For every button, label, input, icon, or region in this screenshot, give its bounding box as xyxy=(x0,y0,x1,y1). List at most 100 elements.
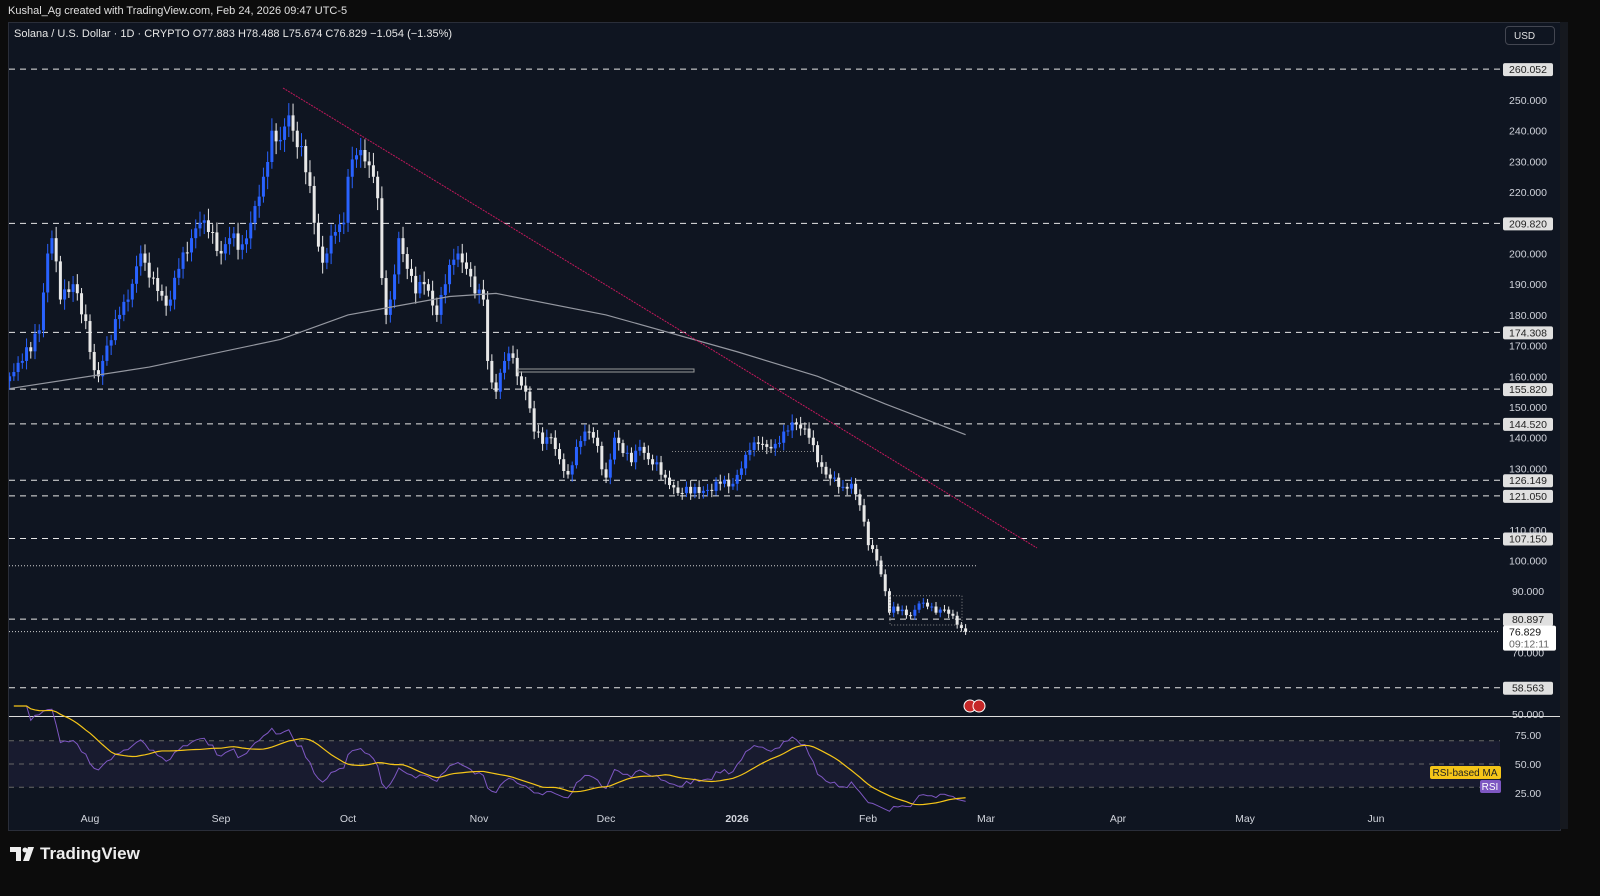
candle-body xyxy=(942,609,946,611)
candle-body xyxy=(862,505,866,522)
candle-body xyxy=(236,233,240,250)
candle-body xyxy=(608,459,612,478)
candle-body xyxy=(469,268,473,277)
level-label: 107.150 xyxy=(1509,534,1547,546)
candle-body xyxy=(240,244,244,250)
candle-body xyxy=(393,274,397,300)
candle-body xyxy=(202,220,206,223)
level-label-bg xyxy=(1503,613,1553,627)
candle-body xyxy=(651,459,655,465)
candle-body xyxy=(574,446,578,466)
candle-body xyxy=(841,486,845,488)
candle-body xyxy=(448,264,452,285)
candle-body xyxy=(147,262,151,278)
candle-body xyxy=(452,259,456,265)
candle-body xyxy=(274,130,278,142)
candle-body xyxy=(926,602,930,607)
candle-body xyxy=(168,299,172,306)
candle-body xyxy=(934,606,938,613)
candle-body xyxy=(545,437,549,444)
candle-body xyxy=(54,238,58,262)
currency-selector[interactable]: USD xyxy=(1505,26,1555,45)
candle-body xyxy=(655,462,659,465)
scrollbar[interactable] xyxy=(1560,22,1568,829)
candle-body xyxy=(206,220,210,233)
candle-body xyxy=(46,253,50,293)
candle-body xyxy=(384,278,388,315)
candle-body xyxy=(558,449,562,460)
candle-body xyxy=(799,424,803,429)
candle-body xyxy=(541,432,545,444)
price-tick-label: 190.000 xyxy=(1509,279,1547,291)
candle-body xyxy=(752,442,756,450)
tradingview-logo[interactable]: TradingView xyxy=(10,844,140,864)
candle-body xyxy=(562,459,566,471)
candle-body xyxy=(346,176,350,223)
time-tick-label: Sep xyxy=(212,813,231,825)
level-label: 58.563 xyxy=(1512,683,1544,695)
candle-body xyxy=(367,161,371,166)
rsi-ma-label-bg xyxy=(1430,766,1501,779)
candle-body xyxy=(105,345,109,361)
candle-body xyxy=(190,238,194,253)
candle-body xyxy=(29,347,33,352)
price-tick-label: 180.000 xyxy=(1509,310,1547,322)
rsi-tick-label: 25.00 xyxy=(1515,788,1541,800)
candle-body xyxy=(443,284,447,295)
candle-body xyxy=(426,284,430,291)
candle-body xyxy=(900,609,904,612)
candle-body xyxy=(964,628,968,632)
price-tick-label: 140.000 xyxy=(1509,433,1547,445)
candle-body xyxy=(837,477,841,487)
rsi-tick-label: 75.00 xyxy=(1515,730,1541,742)
level-label-bg xyxy=(1503,326,1553,340)
candle-body xyxy=(909,615,913,617)
symbol-legend: Solana / U.S. Dollar · 1D · CRYPTO O77.8… xyxy=(14,28,453,40)
level-label: 209.820 xyxy=(1509,218,1547,230)
candle-body xyxy=(101,360,105,377)
candle-body xyxy=(697,487,701,493)
candle-body xyxy=(92,351,96,371)
candle-body xyxy=(761,443,765,445)
candle-body xyxy=(16,362,20,373)
candle-body xyxy=(739,468,743,475)
candle-body xyxy=(215,232,219,251)
candle-body xyxy=(824,466,828,475)
candle-body xyxy=(143,253,147,263)
level-label-bg xyxy=(1503,489,1553,503)
candle-body xyxy=(431,290,435,306)
candle-body xyxy=(549,437,553,439)
candle-body xyxy=(308,172,312,186)
candle-body xyxy=(807,428,811,438)
price-tick-label: 230.000 xyxy=(1509,156,1547,168)
candle-body xyxy=(536,431,540,433)
time-tick-label: Feb xyxy=(859,813,877,825)
candle-body xyxy=(464,262,468,269)
candle-body xyxy=(591,432,595,438)
candle-body xyxy=(194,228,198,239)
level-label: 80.897 xyxy=(1512,614,1544,626)
candle-body xyxy=(228,238,232,245)
level-label: 155.820 xyxy=(1509,384,1547,396)
rsi-label-bg xyxy=(1480,780,1501,793)
candle-body xyxy=(828,474,832,479)
candle-body xyxy=(706,489,710,491)
candle-body xyxy=(634,450,638,463)
candle-body xyxy=(477,289,481,294)
candle-body xyxy=(198,222,202,229)
level-label-bg xyxy=(1503,383,1553,397)
candle-body xyxy=(515,357,519,377)
candle-body xyxy=(20,360,24,363)
candle-body xyxy=(219,250,223,254)
candle-body xyxy=(130,283,134,300)
time-tick-label: May xyxy=(1235,813,1256,825)
candle-body xyxy=(151,277,155,279)
rsi-tick-label: 50.00 xyxy=(1515,759,1541,771)
rsi-label: RSI xyxy=(1482,782,1499,793)
level-label-bg xyxy=(1503,532,1553,546)
candle-body xyxy=(672,485,676,488)
level-label-bg xyxy=(1503,474,1553,488)
candle-body xyxy=(156,278,160,291)
price-tick-label: 100.000 xyxy=(1509,556,1547,568)
